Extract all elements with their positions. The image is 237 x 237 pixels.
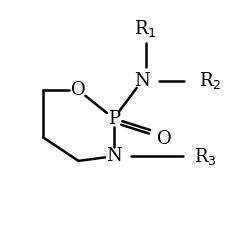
- Text: O: O: [71, 81, 86, 99]
- Text: N: N: [106, 147, 122, 165]
- Text: O: O: [157, 130, 172, 147]
- Text: R$_1$: R$_1$: [134, 18, 157, 40]
- Text: P: P: [108, 109, 120, 128]
- Text: R$_2$: R$_2$: [199, 70, 221, 91]
- Text: N: N: [134, 72, 150, 90]
- Text: R$_3$: R$_3$: [194, 146, 217, 167]
